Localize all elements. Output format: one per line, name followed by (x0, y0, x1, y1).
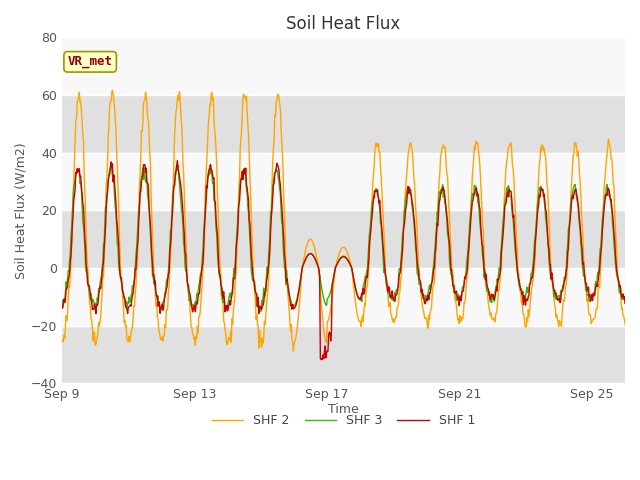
SHF 3 (134, 221, 142, 227)
Bar (62, 153, 625, 210)
SHF 1 (122, 305, 130, 311)
SHF 3 (58, 304, 66, 310)
Legend: SHF 2, SHF 3, SHF 1: SHF 2, SHF 3, SHF 1 (207, 409, 480, 432)
SHF 2 (135, 210, 143, 216)
Line: SHF 3: SHF 3 (62, 166, 625, 312)
SHF 3 (172, 171, 180, 177)
SHF 2 (173, 106, 180, 111)
Text: VR_met: VR_met (68, 55, 113, 68)
Title: Soil Heat Flux: Soil Heat Flux (286, 15, 401, 33)
Bar (62, 325, 625, 384)
SHF 3 (490, 294, 497, 300)
Line: SHF 2: SHF 2 (62, 90, 625, 351)
SHF 2 (109, 87, 116, 93)
SHF 1 (399, 246, 406, 252)
Bar (62, 95, 625, 153)
Y-axis label: Soil Heat Flux (W/m2): Soil Heat Flux (W/m2) (15, 142, 28, 278)
SHF 1 (58, 304, 66, 310)
SHF 1 (621, 300, 629, 306)
Bar (62, 37, 625, 95)
SHF 2 (289, 348, 297, 354)
SHF 3 (122, 298, 130, 304)
SHF 1 (173, 158, 181, 164)
Bar (62, 210, 625, 268)
SHF 1 (134, 238, 142, 244)
SHF 2 (621, 322, 629, 327)
SHF 1 (172, 168, 180, 173)
Line: SHF 1: SHF 1 (62, 161, 625, 360)
SHF 2 (351, 295, 359, 301)
SHF 3 (174, 163, 182, 168)
SHF 2 (58, 338, 66, 344)
SHF 3 (351, 282, 359, 288)
SHF 1 (490, 297, 497, 302)
Bar (62, 268, 625, 325)
SHF 2 (123, 337, 131, 343)
SHF 1 (318, 357, 326, 363)
SHF 3 (399, 232, 406, 238)
SHF 3 (257, 309, 265, 314)
SHF 3 (621, 296, 629, 302)
X-axis label: Time: Time (328, 403, 359, 416)
SHF 2 (490, 315, 497, 321)
SHF 1 (351, 283, 359, 288)
SHF 2 (399, 249, 406, 255)
